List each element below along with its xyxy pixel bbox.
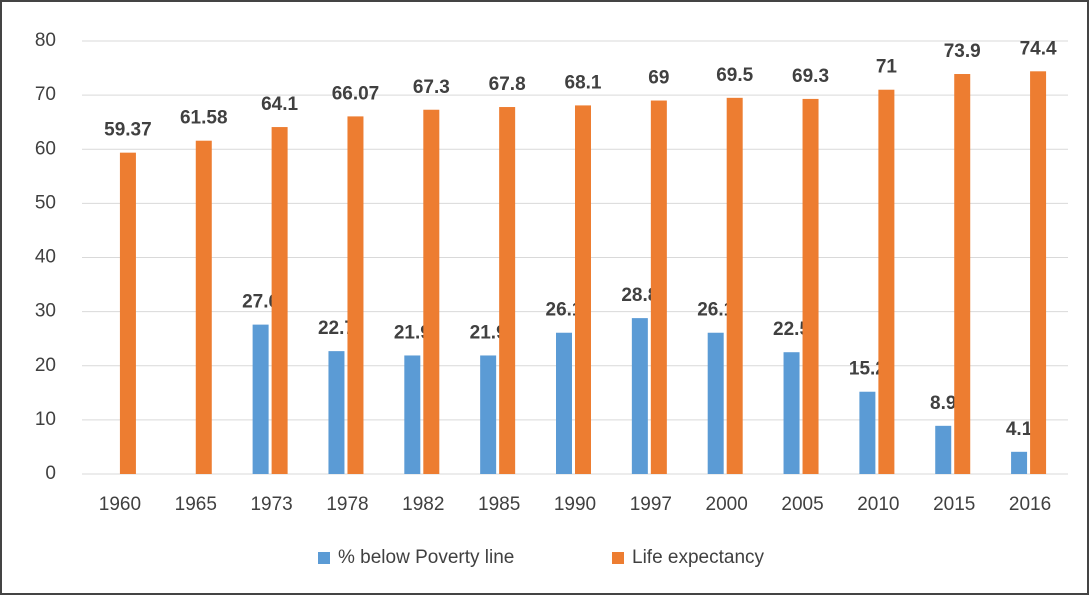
y-tick-label: 50: [35, 192, 56, 213]
y-tick-label: 40: [35, 247, 56, 268]
legend-label: Life expectancy: [632, 547, 765, 568]
x-tick-label: 2015: [933, 494, 975, 515]
y-tick-label: 60: [35, 138, 56, 159]
value-label: 22.7: [318, 318, 355, 339]
value-label: 69: [648, 68, 669, 89]
bar: [347, 116, 364, 475]
bar: [423, 109, 440, 475]
bar: [119, 152, 136, 474]
value-label: 4.1: [1006, 419, 1033, 440]
bar: [935, 425, 952, 474]
bar: [802, 98, 819, 474]
value-label: 26.1: [546, 300, 583, 321]
value-label: 27.6: [242, 292, 279, 313]
x-tick-label: 1997: [630, 494, 672, 515]
value-label: 68.1: [565, 72, 602, 93]
y-tick-label: 0: [45, 463, 56, 484]
value-label: 61.58: [180, 108, 228, 129]
x-tick-label: 2005: [781, 494, 823, 515]
bar: [556, 332, 572, 474]
value-label: 73.9: [944, 41, 981, 62]
value-label: 66.07: [332, 83, 380, 104]
bar: [1030, 71, 1047, 474]
x-tick-label: 1978: [326, 494, 368, 515]
x-tick-label: 1990: [554, 494, 596, 515]
value-label: 74.4: [1020, 38, 1057, 59]
bar: [878, 89, 895, 475]
x-tick-label: 2010: [857, 494, 899, 515]
bar: [271, 127, 288, 474]
bar: [707, 332, 724, 474]
bar: [631, 318, 648, 474]
y-tick-label: 10: [35, 409, 56, 430]
value-label: 64.1: [261, 94, 298, 115]
x-tick-label: 1960: [99, 494, 141, 515]
x-tick-label: 1965: [175, 494, 217, 515]
value-label: 71: [876, 57, 898, 78]
y-tick-label: 80: [35, 30, 56, 51]
value-label: 8.9: [930, 393, 956, 414]
y-tick-label: 20: [35, 355, 56, 376]
value-label: 28.8: [621, 285, 658, 306]
value-label: 26.1: [697, 300, 734, 321]
bar: [499, 107, 516, 474]
legend-swatch: [612, 552, 624, 564]
bar: [252, 324, 269, 474]
bar: [404, 355, 421, 474]
bar: [650, 100, 667, 474]
x-tick-label: 2000: [706, 494, 748, 515]
value-label: 15.2: [849, 359, 886, 380]
bar: [954, 74, 971, 475]
legend-label: % below Poverty line: [338, 547, 514, 568]
value-label: 67.8: [489, 74, 526, 95]
value-label: 69.3: [792, 66, 829, 87]
value-label: 67.3: [413, 77, 450, 98]
x-tick-label: 1982: [402, 494, 444, 515]
x-tick-label: 2016: [1009, 494, 1051, 515]
value-label: 59.37: [104, 120, 152, 141]
bar: [575, 105, 591, 474]
legend-swatch: [318, 552, 330, 564]
x-tick-label: 1973: [250, 494, 292, 515]
bar: [726, 97, 743, 475]
value-label: 22.5: [773, 319, 810, 340]
bar: [195, 140, 212, 475]
bar: [783, 352, 800, 474]
value-label: 69.5: [716, 65, 753, 86]
y-tick-label: 30: [35, 301, 56, 322]
y-tick-label: 70: [35, 84, 56, 105]
bar: [480, 355, 497, 474]
bar: [859, 391, 876, 474]
bar: [328, 351, 345, 474]
value-label: 21.9: [394, 322, 431, 343]
x-tick-label: 1985: [478, 494, 520, 515]
value-label: 21.9: [470, 322, 507, 343]
bar: [1011, 451, 1028, 474]
